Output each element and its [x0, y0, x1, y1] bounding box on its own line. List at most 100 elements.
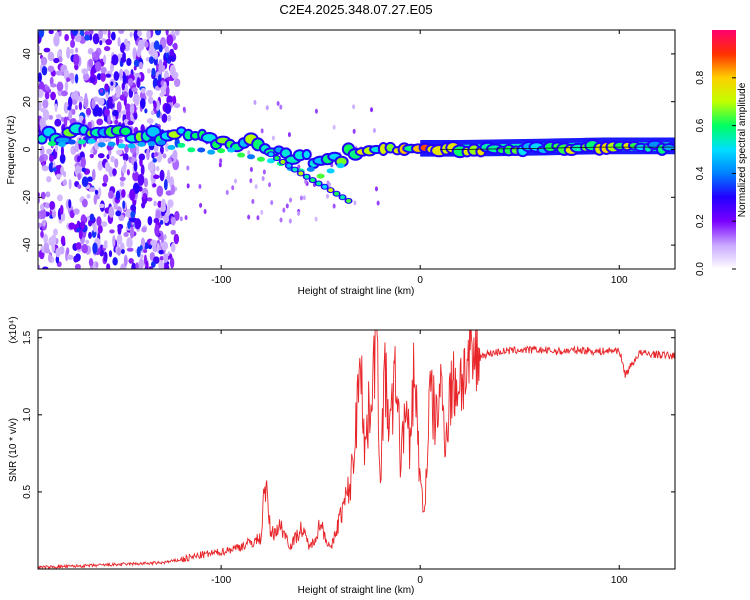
noise-speck — [103, 212, 107, 218]
ridge-blob — [38, 135, 46, 143]
noise-speck — [218, 162, 222, 168]
noise-speck — [158, 74, 162, 81]
noise-speck — [164, 45, 169, 54]
noise-speck — [86, 176, 94, 182]
noise-speck — [265, 105, 269, 111]
noise-speck — [219, 158, 223, 164]
branch-blob — [334, 191, 340, 196]
noise-speck — [108, 250, 113, 258]
noise-speck — [53, 57, 60, 64]
x-tick-label: 0 — [417, 575, 423, 586]
noise-speck — [134, 218, 142, 230]
noise-speck — [88, 219, 93, 227]
noise-speck — [55, 114, 62, 119]
noise-speck — [122, 153, 129, 162]
noise-speck — [299, 195, 303, 201]
noise-speck — [81, 198, 88, 208]
noise-speck — [148, 49, 153, 55]
noise-speck — [97, 225, 103, 234]
noise-speck — [40, 145, 45, 157]
noise-speck — [55, 173, 62, 179]
noise-speck — [47, 65, 55, 73]
ridge-blob — [80, 126, 88, 134]
noise-speck — [120, 249, 125, 254]
noise-speck — [155, 99, 160, 112]
noise-speck — [60, 90, 68, 97]
noise-speck — [276, 101, 280, 107]
noise-speck — [119, 94, 126, 101]
noise-speck — [74, 64, 79, 70]
y-tick-label: 40 — [22, 48, 33, 60]
noise-speck — [156, 242, 160, 253]
noise-speck — [107, 114, 111, 125]
noise-speck — [155, 209, 161, 219]
ridge-blob — [237, 152, 246, 158]
noise-speck — [271, 135, 275, 141]
noise-speck — [137, 173, 145, 186]
ridge-blob — [157, 140, 166, 146]
noise-speck — [108, 167, 114, 177]
noise-speck — [39, 155, 45, 163]
noise-speck — [287, 132, 291, 138]
noise-speck — [76, 155, 81, 163]
noise-speck — [126, 237, 133, 249]
noise-speck — [97, 97, 105, 106]
noise-speck — [96, 118, 104, 126]
noise-speck — [144, 41, 149, 48]
noise-speck — [40, 203, 45, 211]
noise-speck — [97, 160, 103, 171]
snr-ticks: -100 0 100 0.5 1.0 1.5 — [22, 330, 675, 586]
branch-blob — [280, 159, 286, 164]
noise-speck — [169, 257, 175, 269]
noise-speck — [289, 197, 293, 203]
ridge-blob — [326, 168, 335, 174]
ridge-blob — [147, 127, 160, 137]
noise-speck — [133, 59, 140, 68]
noise-speck — [59, 153, 66, 164]
noise-speck — [78, 101, 83, 111]
noise-speck — [74, 35, 82, 43]
noise-speck — [117, 36, 121, 47]
noise-speck — [45, 191, 51, 198]
noise-speck — [81, 167, 87, 173]
ridge-blob — [77, 139, 86, 145]
noise-speck — [119, 43, 125, 53]
noise-speck — [60, 235, 66, 246]
noise-speck — [165, 30, 169, 36]
noise-speck — [88, 58, 94, 68]
noise-speck — [50, 234, 57, 245]
noise-speck — [231, 185, 235, 191]
noise-speck — [86, 215, 91, 221]
ridge-blob — [202, 133, 216, 142]
noise-speck — [44, 202, 50, 209]
spectrogram-panel — [38, 30, 675, 269]
noise-speck — [132, 47, 137, 60]
noise-speck — [81, 68, 88, 75]
noise-speck — [141, 226, 147, 233]
noise-speck — [137, 30, 143, 37]
branch-blob — [340, 195, 346, 200]
noise-speck — [153, 174, 160, 180]
noise-speck — [88, 187, 96, 192]
noise-speck — [68, 222, 76, 230]
noise-speck — [93, 194, 98, 205]
branch-blob — [292, 167, 298, 172]
ridge-blob — [147, 141, 156, 147]
noise-speck — [102, 30, 108, 35]
spectrogram-ticks: -100 0 100 -40 -20 0 20 40 — [22, 30, 675, 286]
noise-speck — [332, 203, 336, 209]
noise-speck — [84, 92, 88, 104]
noise-speck — [66, 46, 71, 59]
noise-speck — [55, 255, 60, 264]
noise-speck — [163, 178, 168, 191]
snr-line — [38, 330, 675, 569]
noise-speck — [153, 50, 159, 60]
noise-speck — [68, 72, 75, 80]
noise-speck — [326, 193, 330, 199]
noise-speck — [67, 96, 73, 109]
noise-speck — [146, 148, 150, 161]
noise-speck — [44, 86, 50, 91]
noise-speck — [43, 47, 51, 53]
noise-speck — [92, 33, 100, 45]
noise-speck — [163, 253, 169, 263]
